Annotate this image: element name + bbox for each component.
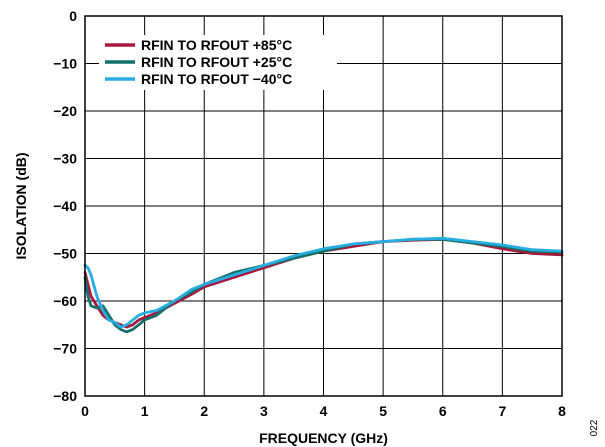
x-tick-label: 4 bbox=[320, 403, 328, 419]
y-tick-label: −70 bbox=[53, 341, 77, 357]
x-tick-label: 3 bbox=[260, 403, 268, 419]
x-tick-label: 2 bbox=[200, 403, 208, 419]
legend-background bbox=[99, 35, 337, 90]
y-axis-title: ISOLATION (dB) bbox=[13, 152, 29, 259]
x-tick-labels: 0 1 2 3 4 5 6 7 8 bbox=[81, 403, 566, 419]
x-tick-label: 1 bbox=[141, 403, 149, 419]
x-axis-title: FREQUENCY (GHz) bbox=[259, 430, 388, 446]
y-tick-label: −20 bbox=[53, 103, 77, 119]
y-tick-label: −10 bbox=[53, 56, 77, 72]
x-tick-label: 6 bbox=[439, 403, 447, 419]
x-tick-label: 0 bbox=[81, 403, 89, 419]
y-tick-labels: 0 −10 −20 −30 −40 −50 −60 −70 −80 bbox=[53, 8, 77, 404]
y-tick-label: −30 bbox=[53, 151, 77, 167]
plot-frame bbox=[84, 15, 563, 397]
x-tick-label: 8 bbox=[558, 403, 566, 419]
legend-entry: RFIN TO RFOUT +85°C bbox=[141, 37, 292, 53]
y-tick-label: −50 bbox=[53, 246, 77, 262]
y-tick-label: 0 bbox=[69, 8, 77, 24]
series-line bbox=[83, 236, 564, 329]
x-tick-label: 7 bbox=[498, 403, 506, 419]
series-lines bbox=[83, 236, 564, 334]
x-tick-label: 5 bbox=[379, 403, 387, 419]
legend-entry: RFIN TO RFOUT −40°C bbox=[141, 71, 292, 87]
figure-id: 022 bbox=[589, 419, 600, 436]
y-tick-label: −60 bbox=[53, 293, 77, 309]
y-tick-label: −40 bbox=[53, 198, 77, 214]
legend-entry: RFIN TO RFOUT +25°C bbox=[141, 54, 292, 70]
y-tick-label: −80 bbox=[53, 388, 77, 404]
